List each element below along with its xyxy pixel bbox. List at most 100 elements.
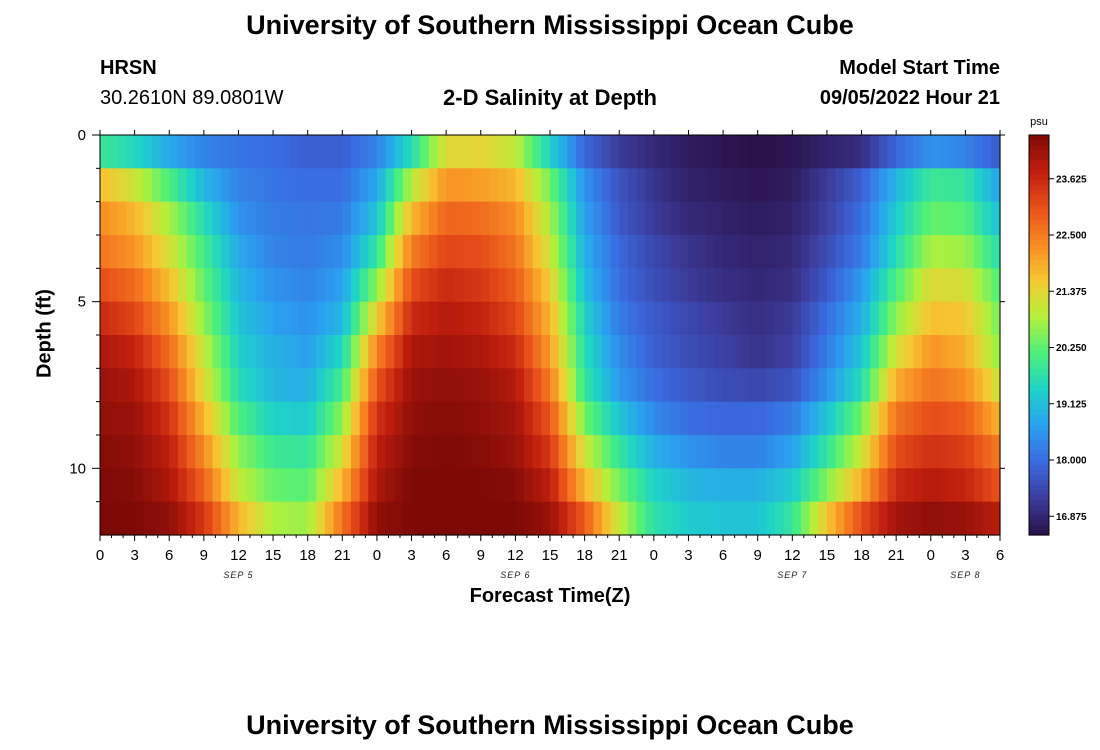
heatmap-cell [195,335,205,369]
heatmap-cell [584,468,594,503]
heatmap-cell [800,501,811,536]
heatmap-cell [498,368,508,403]
x-tick-label: 9 [754,547,762,564]
heatmap-cell [498,468,508,503]
heatmap-cell [342,335,352,369]
heatmap-cell [524,435,534,469]
heatmap-cell [818,401,828,436]
colorbar-segment [1029,460,1049,466]
heatmap-cell [480,268,491,303]
heatmap-cell [299,501,309,536]
heatmap-cell [359,268,369,303]
heatmap-cell [775,501,785,536]
heatmap-cell [299,368,309,403]
heatmap-cell [697,435,707,469]
heatmap-cell [619,401,629,436]
heatmap-cell [255,268,266,303]
heatmap-cell [446,368,456,403]
heatmap-cell [896,401,906,436]
heatmap-cell [775,368,785,403]
heatmap-cell [627,168,638,203]
heatmap-cell [697,301,707,336]
heatmap-cell [212,501,222,536]
heatmap-cell [454,268,465,303]
heatmap-cell [108,168,118,203]
heatmap-cell [731,401,741,436]
heatmap-cell [688,301,698,336]
colorbar-segment [1029,225,1049,231]
heatmap-cell [376,401,387,436]
heatmap-cell [160,135,170,169]
heatmap-cell [125,401,136,436]
heatmap-cell [515,435,525,469]
heatmap-cell [524,501,534,536]
heatmap-cell [143,301,153,336]
heatmap-cell [956,201,966,236]
heatmap-cell [454,135,465,169]
heatmap-cell [991,501,1001,536]
heatmap-cell [965,201,975,236]
heatmap-cell [636,335,646,369]
heatmap-cell [472,335,482,369]
colorbar-segment [1029,385,1049,391]
heatmap-cell [203,135,214,169]
heatmap-cell [861,401,871,436]
heatmap-cell [835,235,845,269]
heatmap-cell [316,368,326,403]
heatmap-cell [203,235,214,269]
x-tick-label: 0 [927,547,935,564]
colorbar-segment [1029,275,1049,281]
heatmap-cell [956,301,966,336]
heatmap-cell [870,168,880,203]
colorbar-segment [1029,185,1049,191]
heatmap-cell [394,301,404,336]
heatmap-cell [852,435,863,469]
heatmap-cell [307,368,317,403]
colorbar-segment [1029,255,1049,261]
heatmap-cell [203,501,214,536]
heatmap-cell [333,401,343,436]
footer-title: University of Southern Mississippi Ocean… [246,710,854,740]
heatmap-cell [982,135,992,169]
heatmap-cell [818,168,828,203]
heatmap-cell [212,368,222,403]
heatmap-cell [896,501,906,536]
heatmap-cell [446,401,456,436]
heatmap-cell [939,168,949,203]
colorbar-segment [1029,175,1049,181]
heatmap-cell [125,201,136,236]
heatmap-cell [558,468,568,503]
heatmap-cell [428,301,439,336]
heatmap-cell [100,435,110,469]
heatmap-cell [515,301,525,336]
heatmap-cell [800,235,811,269]
heatmap-cell [619,268,629,303]
colorbar-segment [1029,400,1049,406]
heatmap-cell [420,168,430,203]
heatmap-cell [108,468,118,503]
heatmap-cell [731,235,741,269]
heatmap-cell [480,501,491,536]
heatmap-cell [368,435,378,469]
heatmap-cell [420,401,430,436]
heatmap-cell [679,168,690,203]
heatmap-cell [896,301,906,336]
heatmap-cell [922,268,932,303]
heatmap-cell [965,335,975,369]
heatmap-cell [800,401,811,436]
heatmap-cell [498,401,508,436]
colorbar-segment [1029,265,1049,271]
heatmap-cell [550,335,560,369]
heatmap-cell [783,468,793,503]
heatmap-cell [878,235,889,269]
heatmap-cell [117,135,127,169]
heatmap-cell [281,135,291,169]
heatmap-cell [550,501,560,536]
heatmap-cell [524,301,534,336]
heatmap-cell [316,301,326,336]
heatmap-cell [558,368,568,403]
heatmap-cell [255,135,266,169]
heatmap-cell [939,201,949,236]
heatmap-cell [125,301,136,336]
heatmap-cell [290,235,300,269]
